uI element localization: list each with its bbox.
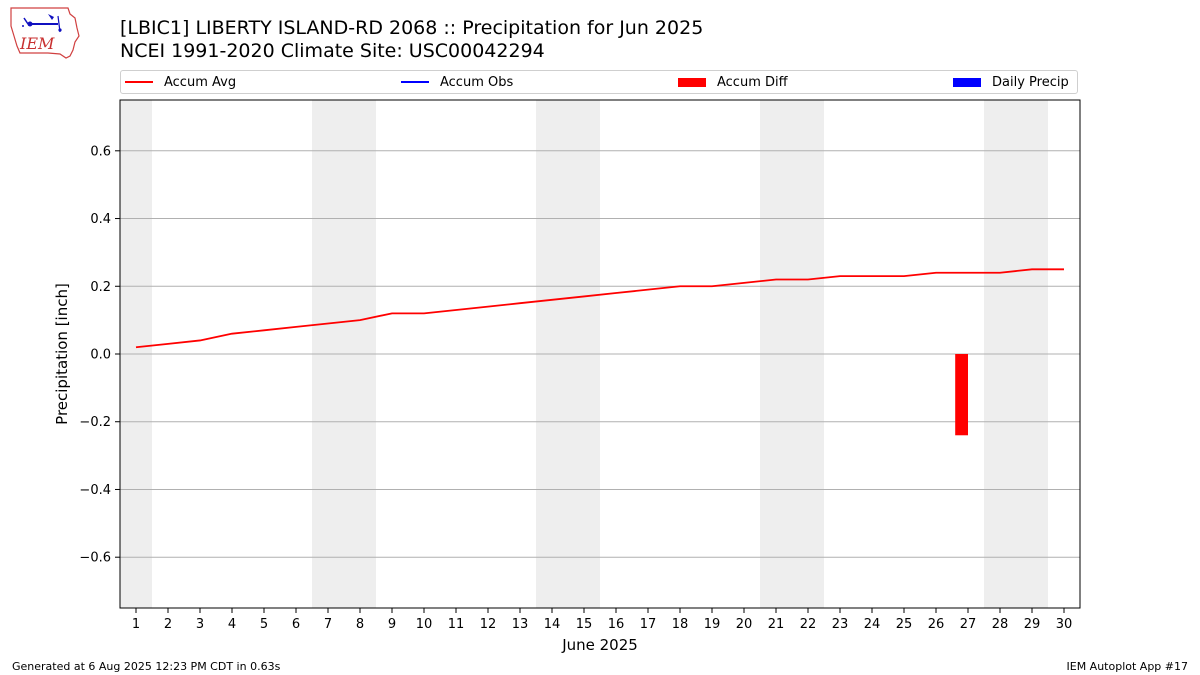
legend-swatch-daily-precip bbox=[953, 77, 981, 87]
x-tick-label: 13 bbox=[512, 617, 529, 632]
x-tick-label: 8 bbox=[356, 617, 364, 632]
x-tick-label: 18 bbox=[672, 617, 689, 632]
x-tick-label: 24 bbox=[864, 617, 881, 632]
x-tick-label: 15 bbox=[576, 617, 593, 632]
x-tick-label: 28 bbox=[992, 617, 1009, 632]
x-tick-label: 1 bbox=[132, 617, 140, 632]
legend-item-daily-precip: Daily Precip bbox=[953, 71, 1069, 93]
x-tick-label: 16 bbox=[608, 617, 625, 632]
series-line-accum-avg bbox=[135, 268, 1064, 349]
x-tick-label: 20 bbox=[736, 617, 753, 632]
x-tick-label: 3 bbox=[196, 617, 204, 632]
y-tick-label: 0.2 bbox=[90, 280, 111, 295]
x-tick-label: 12 bbox=[480, 617, 497, 632]
x-tick-label: 19 bbox=[704, 617, 721, 632]
x-tick-label: 5 bbox=[260, 617, 268, 632]
x-tick-label: 11 bbox=[448, 617, 465, 632]
y-tick-label: 0.0 bbox=[90, 348, 111, 363]
chart-title: [LBIC1] LIBERTY ISLAND-RD 2068 :: Precip… bbox=[120, 17, 704, 39]
x-tick-label: 27 bbox=[960, 617, 977, 632]
footer-generated: Generated at 6 Aug 2025 12:23 PM CDT in … bbox=[12, 660, 281, 673]
y-tick-label: −0.6 bbox=[79, 551, 111, 566]
y-tick-label: −0.4 bbox=[79, 483, 111, 498]
x-tick-label: 23 bbox=[832, 617, 849, 632]
legend-item-accum-avg: Accum Avg bbox=[125, 71, 236, 93]
x-tick-label: 10 bbox=[416, 617, 433, 632]
iem-logo: IEM bbox=[10, 7, 80, 59]
x-tick-label: 29 bbox=[1024, 617, 1041, 632]
legend-label-accum-avg: Accum Avg bbox=[164, 74, 237, 90]
bar-accum-diff bbox=[955, 354, 968, 436]
x-tick-label: 30 bbox=[1056, 617, 1073, 632]
x-tick-label: 4 bbox=[228, 617, 236, 632]
x-tick-label: 22 bbox=[800, 617, 817, 632]
x-axis-label: June 2025 bbox=[561, 636, 638, 654]
legend-item-accum-diff: Accum Diff bbox=[678, 71, 788, 93]
legend-item-accum-obs: Accum Obs bbox=[401, 71, 513, 93]
x-tick-label: 21 bbox=[768, 617, 785, 632]
x-tick-label: 6 bbox=[292, 617, 300, 632]
x-tick-label: 26 bbox=[928, 617, 945, 632]
iem-logo-text: IEM bbox=[19, 34, 55, 53]
footer-app-id: IEM Autoplot App #17 bbox=[1066, 660, 1189, 673]
legend-label-accum-diff: Accum Diff bbox=[717, 74, 788, 90]
chart-subtitle: NCEI 1991-2020 Climate Site: USC00042294 bbox=[120, 40, 545, 62]
y-tick-label: 0.4 bbox=[90, 212, 111, 227]
x-tick-label: 14 bbox=[544, 617, 561, 632]
legend-label-accum-obs: Accum Obs bbox=[440, 74, 514, 90]
x-tick-label: 2 bbox=[164, 617, 172, 632]
legend-swatch-accum-obs bbox=[401, 81, 429, 83]
x-tick-label: 9 bbox=[388, 617, 396, 632]
x-tick-label: 25 bbox=[896, 617, 913, 632]
legend-label-daily-precip: Daily Precip bbox=[992, 74, 1069, 90]
y-tick-label: 0.6 bbox=[90, 144, 111, 159]
y-axis-label: Precipitation [inch] bbox=[53, 283, 71, 425]
chart-legend: Accum Avg Accum Obs Accum Diff Daily Pre… bbox=[120, 70, 1078, 94]
y-tick-label: −0.2 bbox=[79, 415, 111, 430]
legend-swatch-accum-avg bbox=[125, 81, 153, 83]
x-tick-label: 7 bbox=[324, 617, 332, 632]
legend-swatch-accum-diff bbox=[678, 77, 706, 87]
x-tick-label: 17 bbox=[640, 617, 657, 632]
